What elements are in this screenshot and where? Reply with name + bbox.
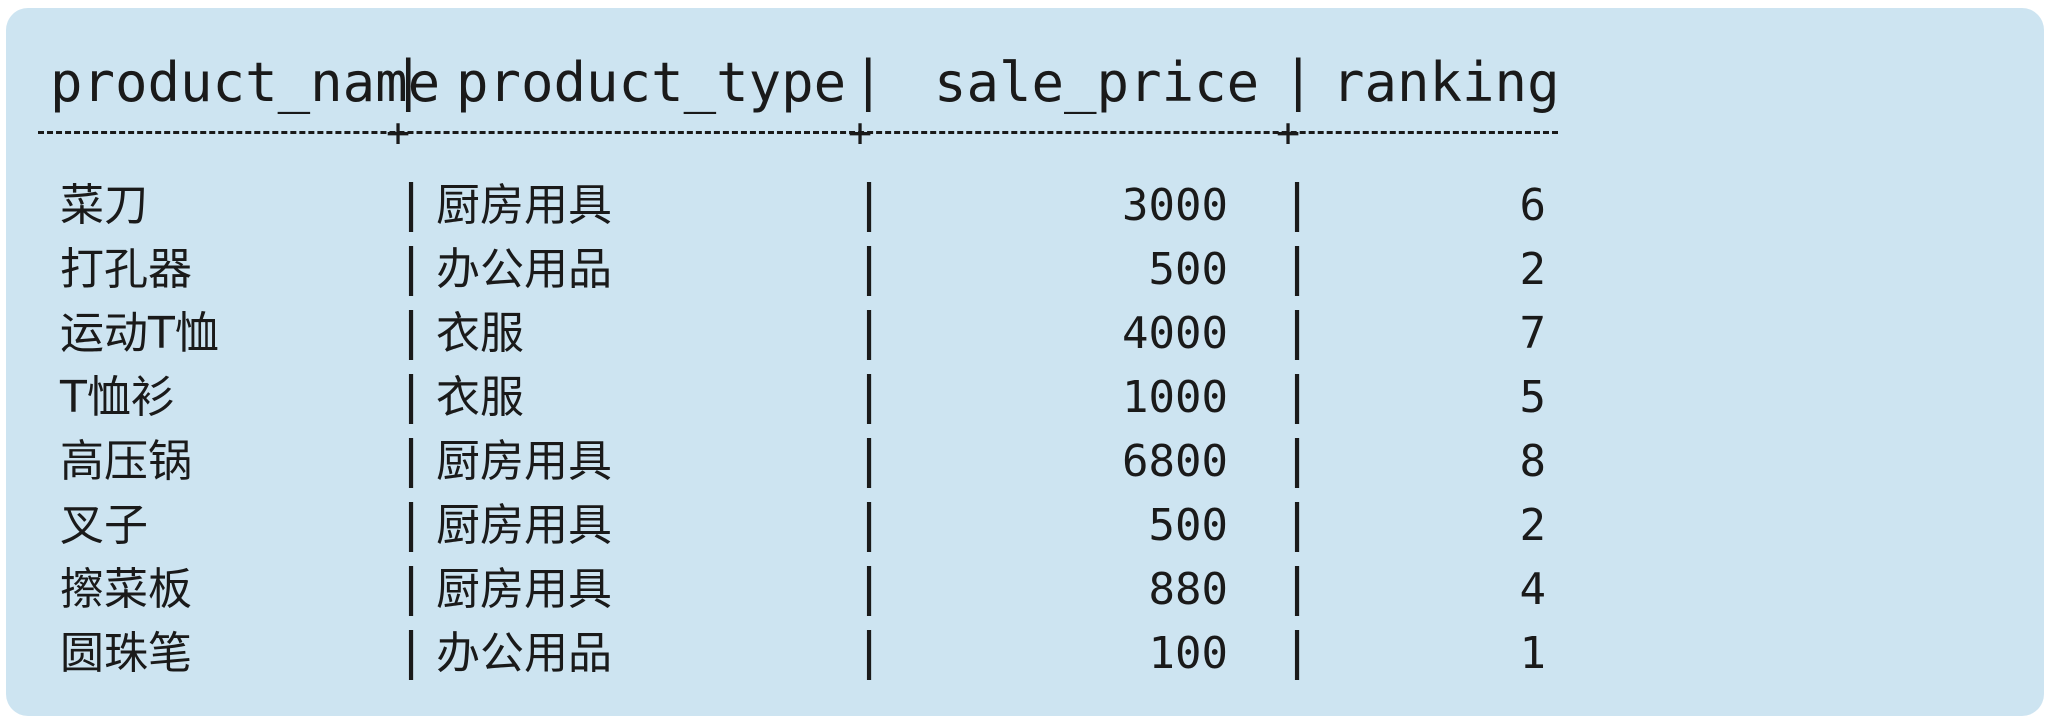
- column-divider: |: [396, 558, 427, 616]
- table-row: 菜刀 | 厨房用具 | 3000 | 6: [6, 176, 2044, 240]
- cell-sale-price: 4000: [1122, 308, 1228, 359]
- cell-product-name: 运动T恤: [60, 308, 219, 359]
- cell-ranking: 2: [1519, 244, 1547, 295]
- column-divider: |: [1282, 366, 1313, 424]
- column-divider: |: [392, 49, 425, 112]
- cell-product-type: 衣服: [436, 308, 524, 359]
- column-divider: |: [854, 366, 885, 424]
- column-divider: |: [396, 622, 427, 680]
- cell-sale-price: 100: [1148, 628, 1228, 679]
- column-divider: |: [1282, 430, 1313, 488]
- cell-product-name: 擦菜板: [60, 564, 192, 615]
- cell-ranking: 6: [1519, 180, 1547, 231]
- cell-product-type: 办公用品: [436, 244, 612, 295]
- cell-product-name: 高压锅: [60, 436, 192, 487]
- cell-product-name: 叉子: [60, 500, 148, 551]
- column-divider: |: [396, 174, 427, 232]
- cell-product-name: 菜刀: [60, 180, 148, 231]
- cell-product-type: 办公用品: [436, 628, 612, 679]
- header-separator: [38, 131, 1558, 134]
- column-divider: |: [854, 174, 885, 232]
- cell-ranking: 7: [1519, 308, 1547, 359]
- cell-product-type: 厨房用具: [436, 436, 612, 487]
- column-divider: |: [396, 494, 427, 552]
- column-divider: |: [1282, 238, 1313, 296]
- column-divider: |: [1282, 494, 1313, 552]
- cell-sale-price: 3000: [1122, 180, 1228, 231]
- cell-sale-price: 880: [1148, 564, 1228, 615]
- cell-product-name: 圆珠笔: [60, 628, 192, 679]
- column-header-product-name: product_name: [50, 51, 441, 114]
- cell-sale-price: 1000: [1122, 372, 1228, 423]
- column-divider: |: [396, 238, 427, 296]
- table-row: 叉子 | 厨房用具 | 500 | 2: [6, 496, 2044, 560]
- cell-ranking: 8: [1519, 436, 1547, 487]
- cell-sale-price: 500: [1148, 500, 1228, 551]
- column-divider: |: [1282, 302, 1313, 360]
- table-row: 运动T恤 | 衣服 | 4000 | 7: [6, 304, 2044, 368]
- column-divider: |: [852, 49, 885, 112]
- cell-ranking: 1: [1519, 628, 1547, 679]
- cell-ranking: 5: [1519, 372, 1547, 423]
- separator-plus: +: [1276, 110, 1301, 156]
- column-divider: |: [1282, 558, 1313, 616]
- column-divider: |: [1282, 622, 1313, 680]
- cell-product-name: 打孔器: [60, 244, 192, 295]
- table-row: 打孔器 | 办公用品 | 500 | 2: [6, 240, 2044, 304]
- cell-ranking: 2: [1519, 500, 1547, 551]
- column-divider: |: [854, 494, 885, 552]
- cell-sale-price: 6800: [1122, 436, 1228, 487]
- column-header-product-type: product_type: [456, 51, 847, 114]
- cell-product-name: T恤衫: [60, 372, 175, 423]
- column-header-ranking: ranking: [1332, 51, 1560, 114]
- column-divider: |: [854, 622, 885, 680]
- cell-product-type: 厨房用具: [436, 500, 612, 551]
- separator-plus: +: [848, 110, 873, 156]
- column-divider: |: [396, 302, 427, 360]
- column-divider: |: [854, 302, 885, 360]
- column-divider: |: [1282, 49, 1315, 112]
- cell-product-type: 厨房用具: [436, 564, 612, 615]
- table-row: 圆珠笔 | 办公用品 | 100 | 1: [6, 624, 2044, 688]
- column-divider: |: [854, 558, 885, 616]
- table-row: T恤衫 | 衣服 | 1000 | 5: [6, 368, 2044, 432]
- separator-plus: +: [386, 110, 411, 156]
- column-divider: |: [854, 238, 885, 296]
- cell-product-type: 衣服: [436, 372, 524, 423]
- column-divider: |: [854, 430, 885, 488]
- column-divider: |: [396, 430, 427, 488]
- cell-sale-price: 500: [1148, 244, 1228, 295]
- column-divider: |: [396, 366, 427, 424]
- column-header-sale-price: sale_price: [934, 51, 1260, 114]
- cell-ranking: 4: [1519, 564, 1547, 615]
- column-divider: |: [1282, 174, 1313, 232]
- query-result-panel: product_name | product_type | sale_price…: [6, 8, 2044, 716]
- table-row: 高压锅 | 厨房用具 | 6800 | 8: [6, 432, 2044, 496]
- table-row: 擦菜板 | 厨房用具 | 880 | 4: [6, 560, 2044, 624]
- cell-product-type: 厨房用具: [436, 180, 612, 231]
